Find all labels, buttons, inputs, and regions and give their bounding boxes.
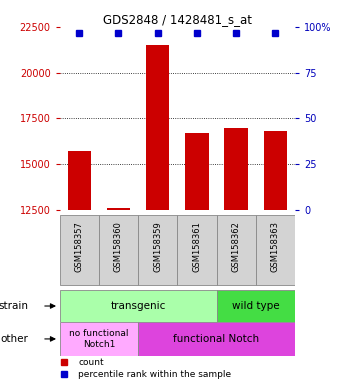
- FancyBboxPatch shape: [217, 290, 295, 322]
- Text: GSM158362: GSM158362: [232, 221, 241, 271]
- Bar: [185, 133, 209, 210]
- FancyBboxPatch shape: [138, 322, 295, 356]
- FancyBboxPatch shape: [60, 322, 138, 356]
- FancyBboxPatch shape: [177, 215, 217, 285]
- Text: count: count: [78, 358, 104, 367]
- FancyBboxPatch shape: [60, 215, 99, 285]
- Bar: [224, 127, 248, 210]
- Bar: [68, 151, 91, 210]
- Bar: [107, 208, 130, 210]
- Text: other: other: [0, 334, 28, 344]
- Text: GSM158363: GSM158363: [271, 221, 280, 271]
- Text: percentile rank within the sample: percentile rank within the sample: [78, 370, 232, 379]
- FancyBboxPatch shape: [60, 290, 217, 322]
- Text: functional Notch: functional Notch: [174, 334, 260, 344]
- Text: GSM158360: GSM158360: [114, 221, 123, 271]
- Text: GSM158361: GSM158361: [192, 221, 202, 271]
- FancyBboxPatch shape: [256, 215, 295, 285]
- Text: transgenic: transgenic: [110, 301, 166, 311]
- Bar: [264, 131, 287, 210]
- Title: GDS2848 / 1428481_s_at: GDS2848 / 1428481_s_at: [103, 13, 252, 26]
- Text: wild type: wild type: [232, 301, 280, 311]
- Bar: [146, 45, 169, 210]
- Text: GSM158357: GSM158357: [75, 221, 84, 271]
- FancyBboxPatch shape: [99, 215, 138, 285]
- Text: no functional
Notch1: no functional Notch1: [69, 329, 129, 349]
- Text: GSM158359: GSM158359: [153, 221, 162, 271]
- Text: strain: strain: [0, 301, 28, 311]
- FancyBboxPatch shape: [138, 215, 177, 285]
- FancyBboxPatch shape: [217, 215, 256, 285]
